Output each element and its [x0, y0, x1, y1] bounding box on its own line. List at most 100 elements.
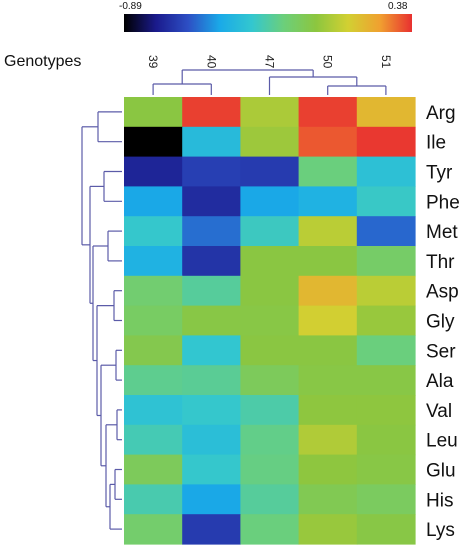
heatmap-cell-arg-51: [356, 97, 416, 128]
heatmap-cell-ser-39: [124, 335, 183, 366]
heatmap-cell-phe-39: [124, 186, 183, 217]
heatmap-cell-leu-47: [240, 424, 300, 456]
colorbar: -0.89 0.38: [119, 1, 412, 32]
heatmap-cell-ile-47: [240, 126, 300, 158]
row-label-glu: Glu: [426, 461, 456, 482]
heatmap-cell-his-40: [182, 484, 241, 515]
column-label-50: 50: [321, 55, 335, 69]
heatmap-cell-gly-50: [298, 305, 358, 336]
heatmap-cell-tyr-40: [182, 156, 241, 187]
heatmap-cell-met-40: [182, 216, 241, 247]
genotypes-label: Genotypes: [4, 53, 81, 70]
heatmap-cell-ile-39: [124, 126, 183, 158]
row-label-thr: Thr: [426, 252, 455, 273]
heatmap-cell-ala-47: [240, 365, 300, 396]
heatmap-cell-tyr-51: [356, 156, 416, 187]
heatmap-cell-thr-50: [298, 246, 358, 277]
column-labels: 39 40 47 50 51: [146, 55, 393, 69]
heatmap-cell-gly-39: [124, 305, 183, 336]
heatmap-cell-glu-50: [298, 454, 358, 485]
heatmap-cell-ser-47: [240, 335, 300, 366]
heatmap-cell-thr-40: [182, 246, 241, 277]
colorbar-gradient: [124, 14, 412, 32]
heatmap-cells: [124, 97, 416, 545]
heatmap-cell-tyr-39: [124, 156, 183, 187]
heatmap-cell-ile-51: [356, 126, 416, 158]
heatmap-cell-leu-50: [298, 424, 358, 456]
column-label-51: 51: [379, 55, 393, 69]
heatmap-cell-leu-51: [356, 424, 416, 456]
heatmap-cell-phe-47: [240, 186, 300, 217]
row-dendrogram: [81, 111, 122, 530]
heatmap-cell-ala-51: [356, 365, 416, 396]
heatmap-cell-thr-47: [240, 246, 300, 277]
heatmap-cell-phe-51: [356, 186, 416, 217]
heatmap-cell-thr-39: [124, 246, 183, 277]
row-label-tyr: Tyr: [426, 163, 453, 184]
heatmap-cell-phe-40: [182, 186, 241, 217]
colorbar-min-label: -0.89: [119, 1, 142, 12]
heatmap-cell-arg-50: [298, 97, 358, 128]
heatmap-cell-arg-39: [124, 97, 183, 128]
heatmap-cell-leu-39: [124, 424, 183, 456]
heatmap-cell-lys-47: [240, 514, 300, 545]
heatmap-cell-tyr-50: [298, 156, 358, 187]
heatmap-cell-glu-47: [240, 454, 300, 485]
heatmap-cell-lys-51: [356, 514, 416, 545]
heatmap-cell-met-50: [298, 216, 358, 247]
heatmap-cell-leu-40: [182, 424, 241, 456]
row-label-val: Val: [426, 401, 452, 422]
heatmap-cell-his-39: [124, 484, 183, 515]
colorbar-max-label: 0.38: [388, 1, 408, 12]
column-label-40: 40: [204, 55, 218, 69]
heatmap-cell-asp-40: [182, 275, 241, 307]
row-label-phe: Phe: [426, 192, 460, 213]
row-label-ser: Ser: [426, 341, 456, 362]
heatmap-cell-his-47: [240, 484, 300, 515]
heatmap-cell-gly-47: [240, 305, 300, 336]
column-label-47: 47: [263, 55, 277, 69]
heatmap-cell-glu-40: [182, 454, 241, 485]
heatmap-cell-his-51: [356, 484, 416, 515]
heatmap-cell-arg-47: [240, 97, 300, 128]
heatmap-cell-val-47: [240, 395, 300, 426]
row-label-arg: Arg: [426, 103, 456, 124]
heatmap-cell-met-39: [124, 216, 183, 247]
heatmap-cell-lys-39: [124, 514, 183, 545]
row-labels: Arg Ile Tyr Phe Met Thr Asp Gly Ser Ala Val Leu Glu H…: [426, 103, 460, 541]
heatmap-cell-lys-40: [182, 514, 241, 545]
heatmap-cell-val-50: [298, 395, 358, 426]
heatmap-cell-arg-40: [182, 97, 241, 128]
heatmap-cell-tyr-47: [240, 156, 300, 187]
heatmap-cell-gly-40: [182, 305, 241, 336]
heatmap-cell-val-39: [124, 395, 183, 426]
row-label-ile: Ile: [426, 133, 446, 154]
column-dendrogram: [152, 69, 387, 95]
column-label-39: 39: [146, 55, 160, 69]
heatmap-cell-ser-50: [298, 335, 358, 366]
heatmap-cell-phe-50: [298, 186, 358, 217]
row-label-ala: Ala: [426, 371, 454, 392]
heatmap-cell-asp-39: [124, 275, 183, 307]
heatmap-cell-lys-50: [298, 514, 358, 545]
heatmap-cell-val-40: [182, 395, 241, 426]
heatmap-cell-met-47: [240, 216, 300, 247]
heatmap-cell-ser-51: [356, 335, 416, 366]
row-label-leu: Leu: [426, 431, 458, 452]
heatmap-cell-ala-39: [124, 365, 183, 396]
row-label-gly: Gly: [426, 312, 455, 333]
row-label-his: His: [426, 490, 453, 511]
heatmap-cell-ile-40: [182, 126, 241, 158]
heatmap-cell-his-50: [298, 484, 358, 515]
heatmap-cell-ala-50: [298, 365, 358, 396]
heatmap-cell-glu-39: [124, 454, 183, 485]
heatmap-cell-ala-40: [182, 365, 241, 396]
heatmap-cell-met-51: [356, 216, 416, 247]
heatmap-cell-asp-47: [240, 275, 300, 307]
heatmap-cell-gly-51: [356, 305, 416, 336]
row-label-met: Met: [426, 222, 458, 243]
heatmap-cell-asp-51: [356, 275, 416, 307]
heatmap-cell-glu-51: [356, 454, 416, 485]
heatmap-cell-ser-40: [182, 335, 241, 366]
